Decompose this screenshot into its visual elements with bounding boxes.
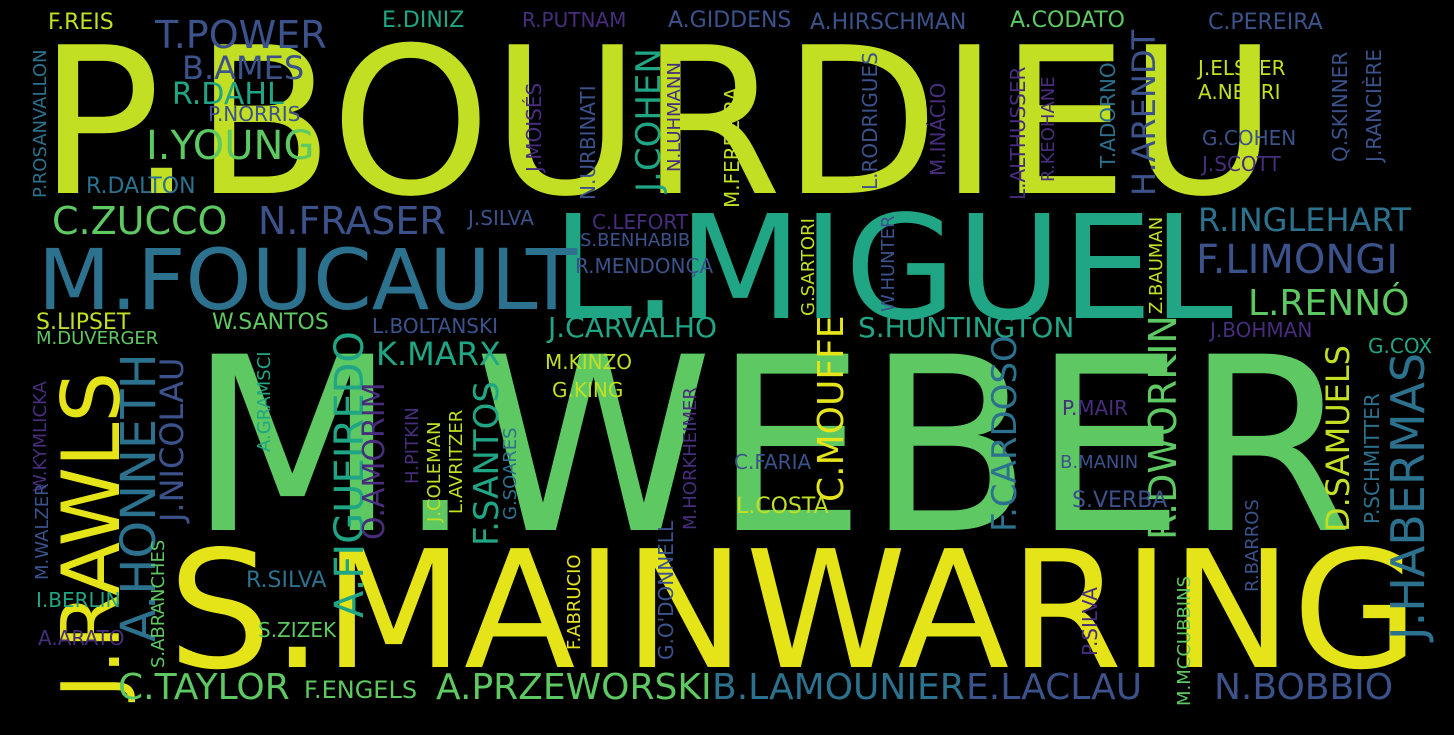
word-mccubbins: M.MCCUBBINS: [1174, 576, 1195, 706]
word-manin: B.MANIN: [1060, 452, 1139, 473]
word-abrucio: F.ABRUCIO: [564, 554, 585, 650]
word-przeworski: A.PRZEWORSKI: [436, 667, 712, 708]
word-power: T.POWER: [155, 13, 327, 57]
word-benhabib: S.BENHABIB: [580, 230, 691, 251]
word-norris: P.NORRIS: [208, 102, 301, 126]
word-rsilva: R.SILVA: [246, 568, 327, 593]
word-lamounier: B.LAMOUNIER: [712, 667, 965, 708]
word-engels: F.ENGELS: [304, 676, 418, 704]
word-barros: R.BARROS: [1242, 499, 1263, 592]
word-mainwaring: S.MAINWARING: [168, 517, 1419, 706]
word-bobbio: N.BOBBIO: [1214, 667, 1394, 708]
word-bohman: J.BOHMAN: [1210, 318, 1313, 342]
word-mair: P.MAIR: [1062, 396, 1129, 420]
word-ames: B.AMES: [182, 49, 305, 87]
word-amorim: O.AMORIM: [357, 382, 392, 540]
word-kymlicka: W.KYMLICKA: [30, 381, 51, 492]
word-zucco: C.ZUCCO: [52, 199, 228, 243]
word-giddens: A.GIDDENS: [668, 8, 792, 33]
word-horkheimer: M.HORKHEIMER: [680, 387, 701, 530]
word-reis: F.REIS: [48, 10, 114, 35]
word-carvalho: J.CARVALHO: [548, 311, 717, 344]
word-ranciere: J.RANCIÈRE: [1362, 48, 1386, 162]
word-taylor: C.TAYLOR: [118, 667, 290, 708]
word-rosanvallon: P.ROSANVALLON: [30, 49, 51, 198]
word-althusser: L.ALTHUSSER: [1006, 66, 1030, 200]
word-weber: M.WEBER: [188, 306, 1353, 588]
word-marx: K.MARX: [376, 335, 501, 373]
word-gramsci: A.GRAMSCI: [254, 351, 275, 452]
word-skinner: Q.SKINNER: [1328, 51, 1352, 162]
word-samuels: D.SAMUELS: [1319, 345, 1357, 532]
word-elster: J.ELSTER: [1198, 56, 1286, 80]
word-urbinati: N.URBINATI: [576, 85, 600, 200]
word-dahl: R.DAHL: [172, 77, 284, 112]
word-adorno: T.ADORNO: [1096, 62, 1120, 168]
word-luhmann: N.LUHMANN: [664, 62, 685, 172]
word-foucault: M.FOUCAULT: [38, 231, 578, 329]
word-inglehart: R.INGLEHART: [1198, 201, 1411, 239]
word-fsantos: F.SANTOS: [467, 381, 507, 546]
word-moises: J.MOISÉS: [522, 82, 546, 172]
word-young: I.YOUNG: [146, 123, 315, 169]
word-pereira: C.PEREIRA: [1208, 10, 1323, 35]
word-kinzo: M.KINZO: [545, 350, 633, 374]
word-cox: G.COX: [1368, 334, 1432, 358]
word-dalton: R.DALTON: [86, 174, 196, 199]
word-diniz: E.DINIZ: [382, 8, 465, 33]
word-abranches: S.ABRANCHES: [148, 539, 169, 668]
word-pitkin: H.PITKIN: [402, 407, 423, 484]
word-arato: A.ARATO: [38, 626, 125, 650]
word-jcohen: J.COHEN: [629, 48, 669, 192]
word-laclau: E.LACLAU: [966, 667, 1143, 708]
word-renno: L.RENNÓ: [1248, 283, 1410, 324]
word-arendt: H.ARENDT: [1125, 29, 1163, 196]
word-zizek: S.ZIZEK: [258, 618, 337, 642]
word-mendonca: R.MENDONÇA: [575, 254, 714, 278]
word-hunter: W.HUNTER: [878, 215, 899, 312]
word-cardoso: F.CARDOSO: [985, 335, 1025, 532]
word-keohane: R.KEOHANE: [1038, 76, 1059, 182]
word-fraser: N.FRASER: [258, 199, 446, 243]
word-scott: J.SCOTT: [1202, 152, 1281, 176]
word-wsantos: W.SANTOS: [212, 310, 329, 335]
word-duverger: M.DUVERGER: [36, 328, 159, 349]
word-lefort: C.LEFORT: [592, 210, 689, 234]
word-mouffe: C.MOUFFE: [811, 315, 852, 503]
word-verba: S.VERBA: [1072, 488, 1168, 513]
word-walzer: M.WALZER: [32, 483, 53, 580]
word-limongi: F.LIMONGI: [1196, 237, 1399, 283]
word-faria: C.FARIA: [734, 450, 812, 474]
word-psilva: P.SILVA: [1078, 587, 1102, 656]
word-hirschman: A.HIRSCHMAN: [810, 10, 967, 35]
word-huntington: S.HUNTINGTON: [858, 311, 1075, 344]
word-coleman: J.COLEMAN: [424, 421, 445, 522]
word-soares: G.SOARES: [500, 427, 521, 520]
word-odonnell: G.O'DONNELL: [654, 520, 678, 660]
word-king: G.KING: [552, 378, 624, 402]
word-avritzer: L.AVRITZER: [446, 409, 467, 514]
word-bourdieu: P.BOURDIEU: [38, 5, 1278, 242]
word-codato: A.CODATO: [1010, 8, 1125, 33]
word-miguel: L.MIGUEL: [552, 184, 1233, 352]
word-sartori: G.SARTORI: [798, 218, 819, 316]
word-nicolau: J.NICOLAU: [153, 357, 191, 522]
word-putnam: R.PUTNAM: [522, 8, 627, 32]
word-negri: A.NEGRI: [1198, 80, 1281, 104]
word-bauman: Z.BAUMAN: [1146, 216, 1167, 314]
word-gcohen: G.COHEN: [1202, 126, 1297, 150]
word-habermas: J.HABERMAS: [1381, 352, 1435, 640]
word-inacio: M.INÁCIO: [926, 82, 950, 176]
word-costa: L.COSTA: [736, 494, 829, 519]
word-boltanski: L.BOLTANSKI: [372, 314, 499, 338]
word-berlin: I.BERLIN: [36, 588, 121, 612]
word-lipset: S.LIPSET: [36, 310, 131, 335]
word-schmitter: P.SCHMITTER: [1360, 393, 1384, 524]
word-ferreira: M.FERREIRA: [720, 87, 744, 208]
word-rodrigues: L.RODRIGUES: [858, 52, 882, 190]
word-jsilva: J.SILVA: [468, 206, 534, 230]
